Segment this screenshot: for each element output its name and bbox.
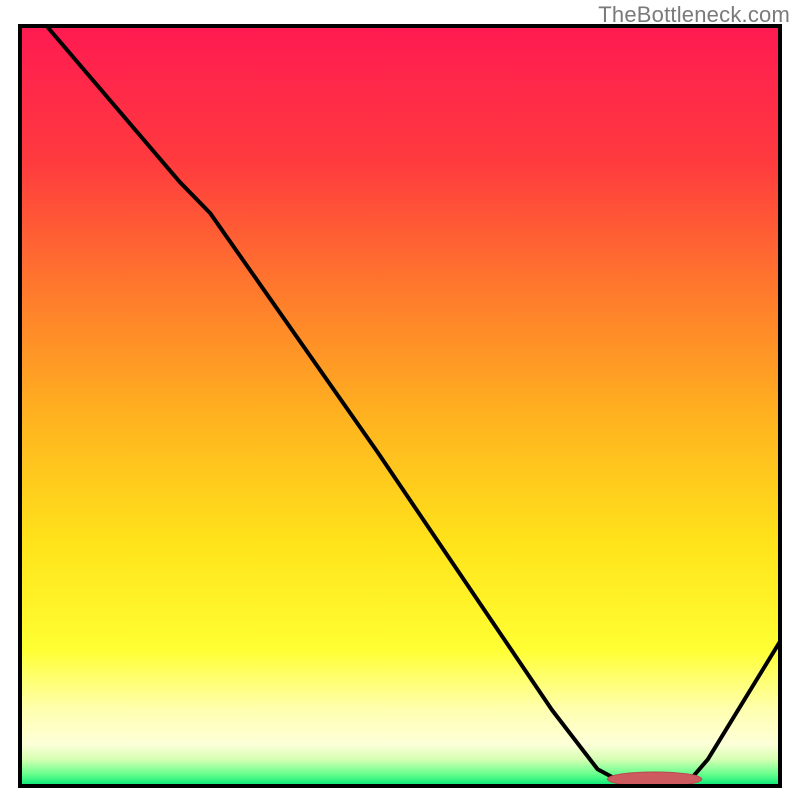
bottleneck-chart: TheBottleneck.com (0, 0, 800, 800)
gradient-background (20, 26, 780, 786)
watermark-text: TheBottleneck.com (598, 2, 790, 28)
chart-canvas (0, 0, 800, 800)
